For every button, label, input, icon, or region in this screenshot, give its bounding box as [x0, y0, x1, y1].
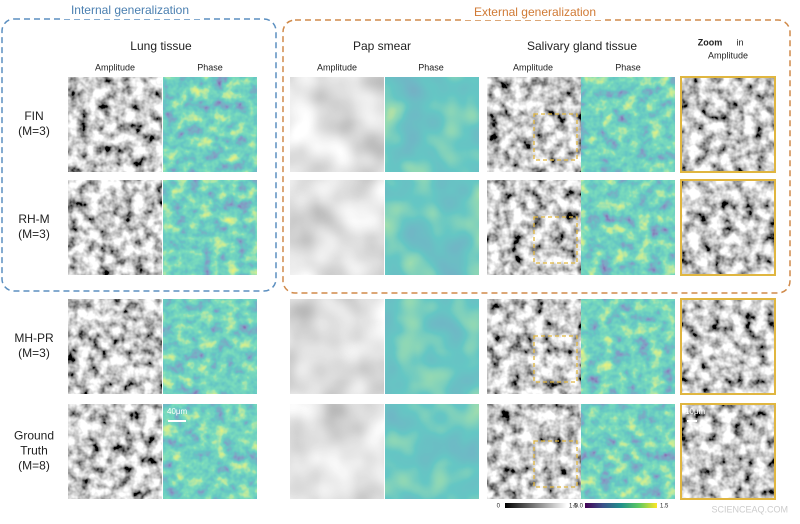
row-label: (M=3) [18, 346, 50, 360]
image-panel [68, 180, 162, 275]
image-panel [290, 299, 384, 394]
watermark: SCIENCEAQ.COM [711, 504, 788, 514]
label-bg [465, 6, 605, 20]
image-panel [68, 299, 162, 394]
image-panel [581, 404, 675, 499]
colorbar-label: 0 [497, 504, 501, 510]
scale-bar-label: 40μm [167, 407, 188, 416]
image-panel [163, 404, 257, 499]
zoom-region [533, 216, 578, 264]
row-label: RH-M [18, 212, 49, 226]
image-panel [681, 180, 775, 275]
colorbar-label: -0.0 [573, 504, 584, 510]
colorbar-label: 1.5 [660, 504, 669, 510]
dataset-title: Salivary gland tissue [527, 39, 637, 53]
group-title: External generalization [474, 5, 596, 19]
image-panel [581, 77, 675, 172]
image-panel [385, 404, 479, 499]
image-panel [290, 77, 384, 172]
dataset-title: Pap smear [353, 39, 411, 53]
zoom-region [533, 335, 578, 383]
image-panel [68, 77, 162, 172]
row-label: Truth [20, 444, 48, 458]
image-panel [681, 77, 775, 172]
colorbar [505, 503, 567, 508]
image-panel [681, 404, 775, 499]
row-label: (M=3) [18, 124, 50, 138]
image-panel [290, 404, 384, 499]
image-panel [385, 180, 479, 275]
row-label: Ground [14, 429, 54, 443]
column-title: Amplitude [317, 62, 357, 72]
zoom-region [533, 113, 578, 161]
zoom-border [680, 403, 776, 500]
zoom-border [680, 298, 776, 395]
column-title: Zoom [698, 37, 723, 47]
row-label: FIN [24, 109, 43, 123]
image-panel [581, 299, 675, 394]
group-title: Internal generalization [71, 3, 189, 17]
row-label: MH-PR [14, 331, 54, 345]
image-panel [385, 77, 479, 172]
label-bg [60, 5, 200, 19]
image-panel [68, 404, 162, 499]
column-title: Amplitude [95, 62, 135, 72]
zoom-region [533, 440, 578, 488]
image-panel [163, 77, 257, 172]
column-title: Amplitude [708, 50, 748, 60]
colorbar [585, 503, 657, 508]
column-title: Amplitude [513, 62, 553, 72]
panels: 40μm 10μm [68, 76, 776, 500]
scale-bar-label: 10μm [685, 407, 706, 416]
image-panel [290, 180, 384, 275]
row-label: (M=3) [18, 227, 50, 241]
zoom-border [680, 76, 776, 173]
dataset-title: Lung tissue [130, 39, 192, 53]
column-title: Phase [418, 62, 444, 72]
row-label: (M=8) [18, 459, 50, 473]
column-title: Phase [197, 62, 223, 72]
column-title: in [736, 37, 743, 47]
image-panel [385, 299, 479, 394]
image-panel [581, 180, 675, 275]
colorbar-label: 1.5 [569, 504, 578, 510]
zoom-border [680, 179, 776, 276]
image-panel [163, 299, 257, 394]
row-labels: FIN(M=3)RH-M(M=3)MH-PR(M=3)GroundTruth(M… [14, 109, 54, 473]
image-panel [163, 180, 257, 275]
column-title: Phase [615, 62, 641, 72]
image-panel [681, 299, 775, 394]
